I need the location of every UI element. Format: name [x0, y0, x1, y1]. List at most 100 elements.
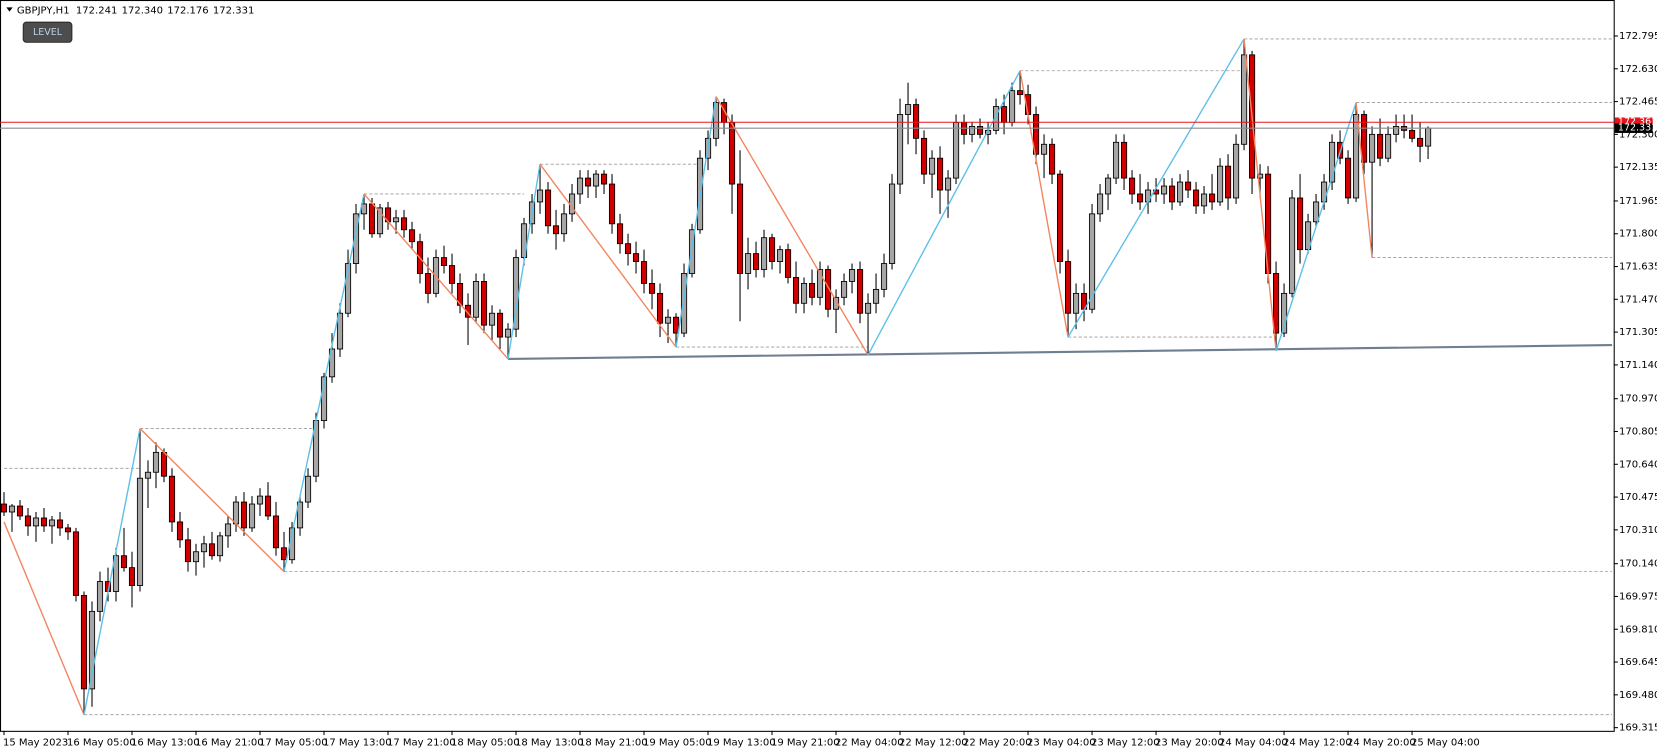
symbol: GBPJPY,H1	[17, 6, 70, 17]
candle-body	[888, 183, 896, 264]
candle-body	[1256, 173, 1264, 179]
x-tick-label: 24 May 20:00	[1347, 737, 1416, 748]
candle-body	[264, 495, 272, 517]
candle-body	[776, 249, 784, 262]
candle-body	[1296, 197, 1304, 251]
candle-body	[1408, 129, 1416, 139]
x-tick-label: 23 May 12:00	[1091, 737, 1160, 748]
candle-body	[224, 523, 232, 537]
candle-body	[464, 304, 472, 318]
candle-body	[536, 189, 544, 203]
y-tick-label: 172.300	[1619, 129, 1657, 140]
candle-body	[160, 451, 168, 477]
candle-body	[840, 281, 848, 298]
candle-body	[952, 122, 960, 179]
candle-body	[280, 547, 288, 561]
candle-body	[832, 296, 840, 310]
x-tick-label: 19 May 13:00	[707, 737, 776, 748]
candle-body	[1184, 181, 1192, 191]
candle-body	[1368, 133, 1376, 163]
x-tick-label: 17 May 21:00	[387, 737, 456, 748]
y-tick-label: 169.315	[1619, 723, 1657, 734]
y-tick-label: 170.805	[1619, 426, 1657, 437]
level-button[interactable]: LEVEL	[22, 21, 73, 43]
candle-body	[240, 501, 248, 529]
x-tick-label: 17 May 13:00	[323, 737, 392, 748]
candle-body	[728, 122, 736, 185]
candle-body	[848, 269, 856, 282]
candle-body	[152, 451, 160, 473]
zigzag-segment	[3, 521, 85, 715]
x-tick-label: 18 May 13:00	[515, 737, 584, 748]
x-tick-label: 23 May 04:00	[1027, 737, 1096, 748]
candle-body	[368, 203, 376, 235]
candle-body	[1200, 193, 1208, 207]
x-tick-label: 22 May 04:00	[835, 737, 904, 748]
y-tick-label: 170.140	[1619, 559, 1657, 570]
open-label: 172.241	[76, 6, 117, 17]
menu-arrow[interactable]	[6, 7, 13, 12]
candle-body	[1224, 165, 1232, 199]
button-label[interactable]: LEVEL	[33, 27, 63, 38]
candle-body	[336, 312, 344, 350]
candle-body	[96, 581, 104, 612]
candle-body	[1328, 141, 1336, 183]
candle-body	[992, 106, 1000, 131]
zigzag-segment	[867, 70, 1021, 356]
candle-body	[24, 515, 32, 527]
candle-body	[896, 114, 904, 185]
zigzag-segment	[1019, 70, 1069, 338]
candle-body	[1288, 197, 1296, 294]
candle-body	[1168, 185, 1176, 203]
plot-frame	[0, 0, 1615, 732]
x-tick-label: 22 May 20:00	[963, 737, 1032, 748]
candle-body	[1216, 165, 1224, 203]
candle-body	[736, 183, 744, 274]
candle-body	[584, 177, 592, 187]
candle-body	[784, 249, 792, 278]
candle-body	[408, 229, 416, 243]
candle-body	[544, 189, 552, 227]
candle-body	[1376, 133, 1384, 159]
candle-body	[1344, 157, 1352, 199]
candle-body	[664, 316, 672, 324]
candle-body	[80, 595, 88, 690]
candle-body	[1056, 173, 1064, 262]
candle-body	[328, 348, 336, 378]
candle-body	[400, 217, 408, 231]
candle-body	[1192, 189, 1200, 207]
candle-body	[72, 531, 80, 596]
button-bg[interactable]	[22, 21, 73, 43]
candle-body	[448, 265, 456, 284]
candle-body	[632, 253, 640, 262]
candle-body	[800, 283, 808, 304]
candle-body	[880, 263, 888, 290]
candle-body	[1016, 90, 1024, 96]
candle-body	[376, 207, 384, 235]
high-label: 172.340	[122, 6, 163, 17]
candle-body	[560, 213, 568, 235]
candle-body	[320, 376, 328, 421]
candle-body	[112, 555, 120, 592]
candle-body	[712, 102, 720, 139]
candle-body	[1424, 127, 1432, 147]
candle-body	[648, 283, 656, 294]
zigzag-segment	[283, 193, 365, 572]
candle-body	[272, 515, 280, 549]
candle-body	[968, 125, 976, 135]
ask-label: 172.361	[1618, 117, 1657, 128]
candle-body	[40, 517, 48, 527]
candle-body	[1312, 201, 1320, 223]
low-label: 172.176	[167, 6, 208, 17]
x-tick-label: 18 May 05:00	[451, 737, 520, 748]
candle-body	[128, 567, 136, 586]
candle-body	[1128, 177, 1136, 195]
levels	[4, 38, 1613, 716]
y-tick-label: 172.465	[1619, 97, 1657, 108]
candle-body	[1352, 114, 1360, 199]
candle-body	[1136, 193, 1144, 203]
candle-body	[488, 312, 496, 326]
y-tick-label: 171.800	[1619, 229, 1657, 240]
candle-body	[552, 225, 560, 235]
